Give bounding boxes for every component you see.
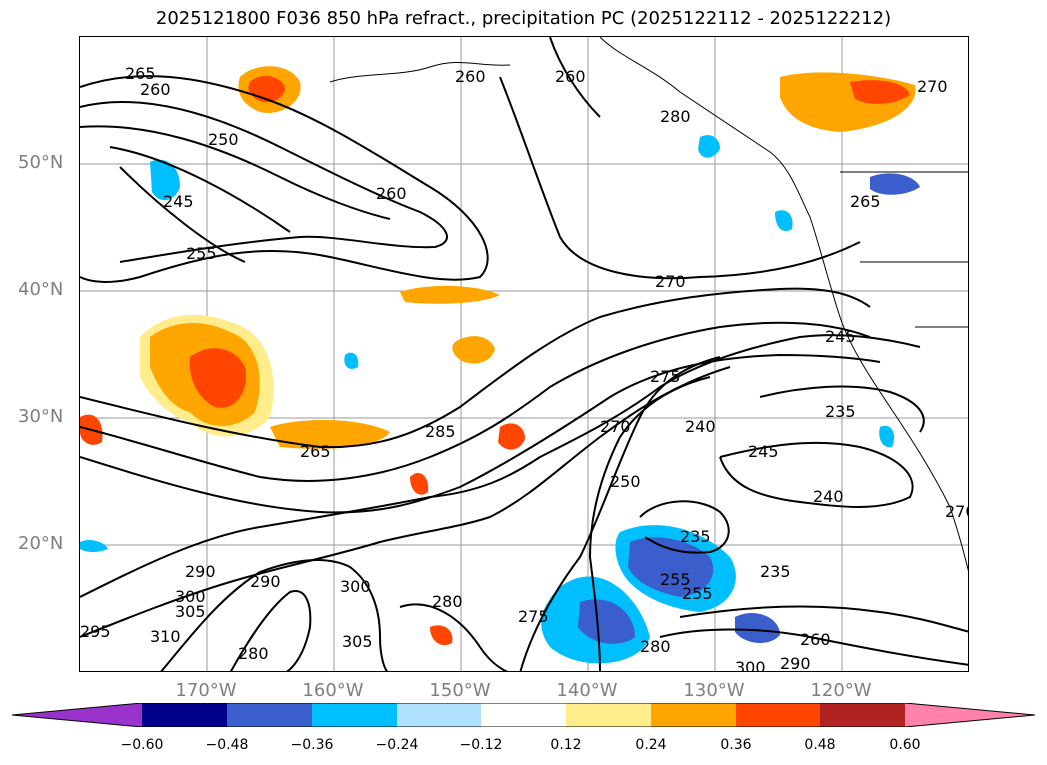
colorbar-segment [227,703,312,727]
map-title: 2025121800 F036 850 hPa refract., precip… [155,8,892,29]
contour-label: 275 [518,607,549,626]
contour-label: 245 [163,192,194,211]
contour-label: 280 [238,644,269,663]
contour-label: 300 [175,587,206,606]
colorbar-tick-label: 0.36 [720,737,752,753]
colorbar-segment [481,703,566,727]
contour-label: 255 [682,584,713,603]
lon-label: 160°W [302,680,364,701]
contour-label: 235 [825,402,856,421]
map-panel: 265 260 250 260 245 255 260 270 260 280 … [79,36,969,672]
contour-label: 260 [555,67,586,86]
contour-label: 305 [175,602,206,621]
colorbar-segment [397,703,481,727]
colorbar-tick-label: −0.60 [120,737,164,753]
contour-label: 250 [610,472,641,491]
lat-label: 20°N [18,533,64,554]
lon-label: 130°W [683,680,745,701]
colorbar-segment [142,703,227,727]
contour-label: 275 [650,367,681,386]
map-canvas: 265 260 250 260 245 255 260 270 260 280 … [80,37,969,672]
colorbar-tick-label: 0.12 [550,737,582,753]
colorbar [12,703,1035,727]
contour-label: 245 [825,327,856,346]
lat-label: 50°N [18,152,64,173]
contour-label: 305 [342,632,373,651]
contour-label: 270 [945,502,969,521]
contour-label: 255 [186,244,217,263]
contour-label: 250 [208,130,239,149]
contour-label: 265 [300,442,331,461]
refractivity-contours [80,37,968,671]
contour-label: 280 [660,107,691,126]
contour-label: 270 [655,272,686,291]
colorbar-tick-label: 0.48 [804,737,836,753]
colorbar-segment [736,703,820,727]
lat-label: 40°N [18,279,64,300]
contour-label: 290 [250,572,281,591]
colorbar-tick-label: −0.24 [375,737,419,753]
contour-label: 300 [735,658,766,672]
contour-label: 235 [760,562,791,581]
colorbar-segment [566,703,651,727]
lon-label: 150°W [429,680,491,701]
contour-label: 280 [432,592,463,611]
positive-anomaly-areas [80,66,916,646]
colorbar-segment [312,703,397,727]
contour-label: 285 [425,422,456,441]
colorbar-segment [651,703,736,727]
contour-label: 280 [640,637,671,656]
lon-label: 140°W [556,680,618,701]
contour-label: 310 [150,627,181,646]
contour-label: 270 [600,417,631,436]
colorbar-tick-label: −0.48 [205,737,249,753]
contour-label: 260 [140,80,171,99]
contour-label: 270 [917,77,948,96]
negative-anomaly-areas [80,135,920,664]
colorbar-tick-label: −0.12 [459,737,503,753]
contour-label: 295 [80,622,111,641]
lon-label: 170°W [175,680,237,701]
contour-label: 235 [680,527,711,546]
contour-label: 240 [685,417,716,436]
contour-label: 290 [185,562,216,581]
colorbar-segment [905,703,1035,727]
lat-label: 30°N [18,406,64,427]
contour-label: 260 [455,67,486,86]
contour-label: 300 [340,577,371,596]
contour-labels: 265 260 250 260 245 255 260 270 260 280 … [80,64,969,672]
graticule [80,37,968,671]
colorbar-segment [820,703,905,727]
contour-label: 265 [125,64,156,83]
colorbar-tick-label: 0.24 [635,737,667,753]
contour-label: 255 [660,570,691,589]
colorbar-segment [12,703,142,727]
colorbar-tick-label: 0.60 [889,737,921,753]
contour-label: 245 [748,442,779,461]
contour-label: 240 [813,487,844,506]
contour-label: 260 [376,184,407,203]
contour-label: 260 [800,630,831,649]
contour-label: 265 [850,192,881,211]
lon-label: 120°W [810,680,872,701]
colorbar-tick-label: −0.36 [290,737,334,753]
contour-label: 290 [780,654,811,672]
coastline [329,37,968,572]
